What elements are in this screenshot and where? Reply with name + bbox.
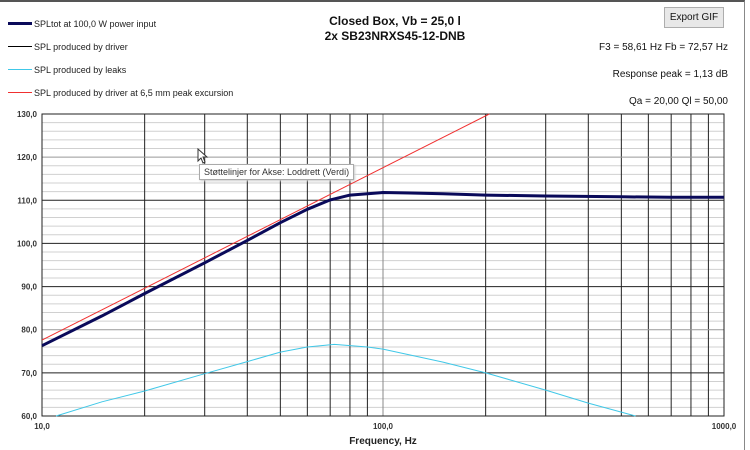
legend-item-excursion: SPL produced by driver at 6,5 mm peak ex… <box>8 81 233 104</box>
q-readout: Qa = 20,00 Ql = 50,00 <box>629 96 728 107</box>
series-line-3 <box>41 113 490 341</box>
y-tick-label: 110,0 <box>17 196 37 205</box>
legend-swatch <box>8 46 32 47</box>
legend-label: SPL produced by driver <box>34 41 128 52</box>
chart-title: Closed Box, Vb = 25,0 l <box>329 14 461 28</box>
chart-subtitle: 2x SB23NRXS45-12-DNB <box>324 29 466 43</box>
y-tick-label: 70,0 <box>21 369 37 378</box>
series-line-2 <box>55 343 636 417</box>
legend-item-leaks: SPL produced by leaks <box>8 58 233 81</box>
legend-item-spltot: SPLtot at 100,0 W power input <box>8 12 233 35</box>
response-peak-readout: Response peak = 1,13 dB <box>612 69 728 80</box>
legend-swatch <box>8 69 32 70</box>
gridline-tooltip: Støttelinjer for Akse: Loddrett (Verdi) <box>199 164 355 180</box>
x-tick-label: 1000,0 <box>712 422 737 431</box>
y-tick-label: 120,0 <box>17 153 38 162</box>
f3-fb-readout: F3 = 58,61 Hz Fb = 72,57 Hz <box>599 42 728 53</box>
legend-label: SPL produced by leaks <box>34 64 127 75</box>
series-line-0 <box>41 191 724 348</box>
export-gif-button[interactable]: Export GIF <box>664 7 724 28</box>
plot-border <box>41 113 725 417</box>
legend-swatch <box>8 92 32 93</box>
legend-item-driver: SPL produced by driver <box>8 35 233 58</box>
y-tick-label: 60,0 <box>21 412 37 421</box>
x-tick-label: 100,0 <box>373 422 394 431</box>
legend-label: SPLtot at 100,0 W power input <box>34 18 157 29</box>
y-tick-label: 90,0 <box>21 283 37 292</box>
x-tick-label: 10,0 <box>34 422 50 431</box>
y-tick-label: 80,0 <box>21 326 37 335</box>
legend-swatch <box>8 22 32 25</box>
mouse-cursor-icon <box>197 148 209 164</box>
legend: SPLtot at 100,0 W power input SPL produc… <box>8 12 233 104</box>
y-tick-label: 130,0 <box>17 110 38 119</box>
y-tick-label: 100,0 <box>17 239 38 248</box>
legend-label: SPL produced by driver at 6,5 mm peak ex… <box>34 87 234 98</box>
x-axis-label: Frequency, Hz <box>349 436 417 447</box>
chart-title-block: Closed Box, Vb = 25,0 l 2x SB23NRXS45-12… <box>260 14 530 44</box>
